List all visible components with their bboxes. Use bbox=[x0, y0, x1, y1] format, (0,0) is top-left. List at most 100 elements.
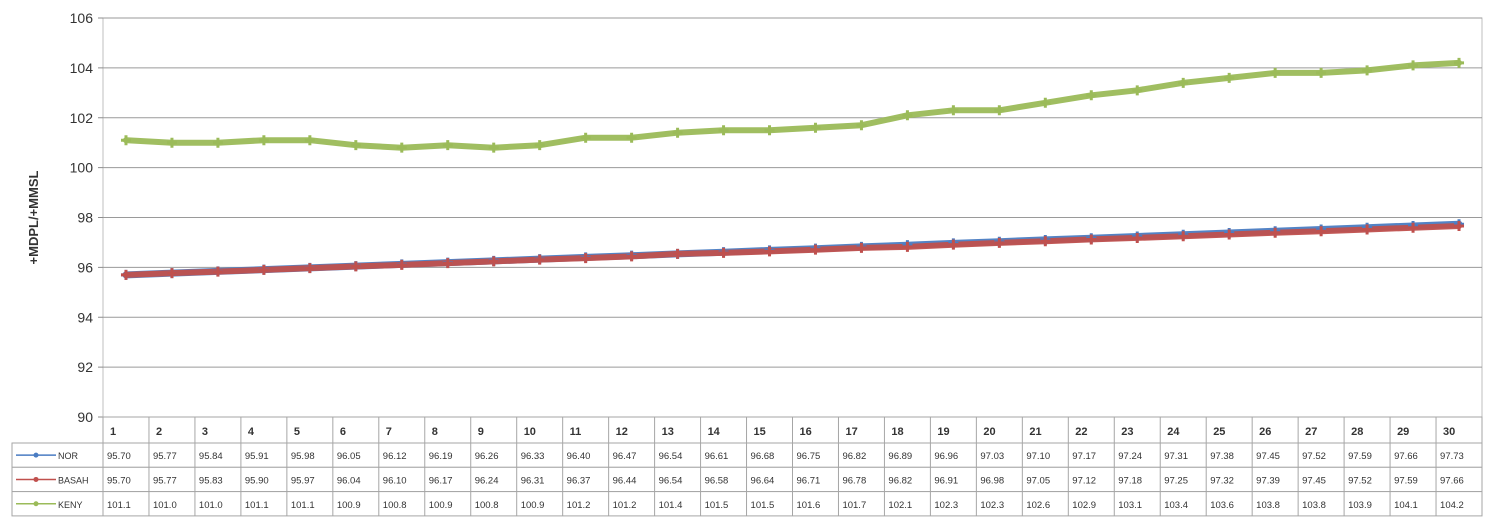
data-point-keny bbox=[810, 122, 821, 133]
x-tick-label: 3 bbox=[202, 426, 208, 438]
data-label: 100.9 bbox=[337, 500, 361, 511]
data-label: 96.64 bbox=[751, 475, 775, 486]
data-label: 103.6 bbox=[1210, 500, 1234, 511]
data-label: 103.1 bbox=[1118, 500, 1142, 511]
x-tick-label: 26 bbox=[1259, 426, 1271, 438]
data-label: 95.84 bbox=[199, 451, 223, 462]
data-label: 101.0 bbox=[153, 500, 177, 511]
data-label: 96.33 bbox=[521, 451, 545, 462]
data-label: 102.3 bbox=[980, 500, 1004, 511]
data-point-keny bbox=[166, 137, 177, 148]
y-axis-label: +MDPL/+MMSL bbox=[26, 170, 41, 264]
data-label: 104.2 bbox=[1440, 500, 1464, 511]
data-point-basah bbox=[304, 263, 315, 274]
data-point-basah bbox=[764, 246, 775, 257]
data-label: 102.6 bbox=[1026, 500, 1050, 511]
data-label: 101.5 bbox=[751, 500, 775, 511]
data-label: 103.8 bbox=[1256, 500, 1280, 511]
data-point-keny bbox=[1224, 72, 1235, 83]
data-point-basah bbox=[1224, 229, 1235, 240]
data-point-basah bbox=[258, 264, 269, 275]
data-point-keny bbox=[258, 135, 269, 146]
data-point-keny bbox=[764, 125, 775, 136]
data-label: 97.12 bbox=[1072, 475, 1096, 486]
data-point-basah bbox=[626, 251, 637, 262]
data-label: 101.2 bbox=[613, 500, 637, 511]
legend-label-basah: BASAH bbox=[58, 475, 89, 485]
data-label: 96.58 bbox=[705, 475, 729, 486]
data-point-basah bbox=[948, 239, 959, 250]
data-point-keny bbox=[120, 135, 131, 146]
data-point-keny bbox=[672, 127, 683, 138]
data-point-keny bbox=[1132, 85, 1143, 96]
data-point-keny bbox=[1178, 77, 1189, 88]
x-tick-label: 15 bbox=[754, 426, 766, 438]
data-point-basah bbox=[396, 259, 407, 270]
y-tick-label: 98 bbox=[77, 210, 93, 226]
data-point-keny bbox=[396, 142, 407, 153]
data-label: 96.96 bbox=[934, 451, 958, 462]
data-label: 96.37 bbox=[567, 475, 591, 486]
data-point-keny bbox=[488, 142, 499, 153]
data-label: 96.31 bbox=[521, 475, 545, 486]
data-label: 96.40 bbox=[567, 451, 591, 462]
data-label: 100.8 bbox=[383, 500, 407, 511]
x-tick-label: 4 bbox=[248, 426, 255, 438]
data-label: 96.44 bbox=[613, 475, 637, 486]
data-label: 100.9 bbox=[521, 500, 545, 511]
data-label: 100.9 bbox=[429, 500, 453, 511]
data-label: 96.47 bbox=[613, 451, 637, 462]
data-label: 95.83 bbox=[199, 475, 223, 486]
data-label: 96.91 bbox=[934, 475, 958, 486]
data-label: 96.24 bbox=[475, 475, 499, 486]
data-point-basah bbox=[212, 266, 223, 277]
data-label: 101.1 bbox=[245, 500, 269, 511]
data-point-basah bbox=[1408, 222, 1419, 233]
data-point-keny bbox=[1454, 57, 1465, 68]
data-label: 97.66 bbox=[1440, 475, 1464, 486]
data-point-basah bbox=[902, 241, 913, 252]
data-point-basah bbox=[120, 269, 131, 280]
data-label: 96.17 bbox=[429, 475, 453, 486]
data-label: 97.24 bbox=[1118, 451, 1142, 462]
y-tick-label: 90 bbox=[77, 409, 93, 425]
legend-key-marker bbox=[33, 452, 39, 458]
data-label: 97.45 bbox=[1256, 451, 1280, 462]
x-tick-label: 22 bbox=[1075, 426, 1087, 438]
data-label: 104.1 bbox=[1394, 500, 1418, 511]
data-label: 97.39 bbox=[1256, 475, 1280, 486]
x-tick-label: 13 bbox=[662, 426, 674, 438]
data-label: 97.05 bbox=[1026, 475, 1050, 486]
data-point-keny bbox=[442, 140, 453, 151]
data-label: 96.26 bbox=[475, 451, 499, 462]
data-point-keny bbox=[1316, 67, 1327, 78]
data-point-keny bbox=[580, 132, 591, 143]
data-label: 97.59 bbox=[1348, 451, 1372, 462]
data-label: 96.19 bbox=[429, 451, 453, 462]
data-label: 96.54 bbox=[659, 451, 683, 462]
data-point-keny bbox=[626, 132, 637, 143]
data-label: 97.10 bbox=[1026, 451, 1050, 462]
data-label: 97.52 bbox=[1348, 475, 1372, 486]
data-label: 100.8 bbox=[475, 500, 499, 511]
x-tick-label: 8 bbox=[432, 426, 438, 438]
data-label: 97.52 bbox=[1302, 451, 1326, 462]
x-tick-label: 18 bbox=[891, 426, 903, 438]
x-tick-label: 17 bbox=[845, 426, 857, 438]
data-label: 96.82 bbox=[842, 451, 866, 462]
data-point-keny bbox=[1086, 90, 1097, 101]
data-point-basah bbox=[1454, 220, 1465, 231]
data-point-keny bbox=[1040, 97, 1051, 108]
data-point-keny bbox=[350, 140, 361, 151]
data-label: 101.2 bbox=[567, 500, 591, 511]
data-label: 96.78 bbox=[842, 475, 866, 486]
data-label: 95.70 bbox=[107, 475, 131, 486]
data-label: 95.97 bbox=[291, 475, 315, 486]
data-point-basah bbox=[856, 242, 867, 253]
y-tick-label: 92 bbox=[77, 359, 93, 375]
data-label: 101.0 bbox=[199, 500, 223, 511]
series-line-basah bbox=[123, 223, 1462, 278]
y-tick-label: 100 bbox=[70, 160, 94, 176]
